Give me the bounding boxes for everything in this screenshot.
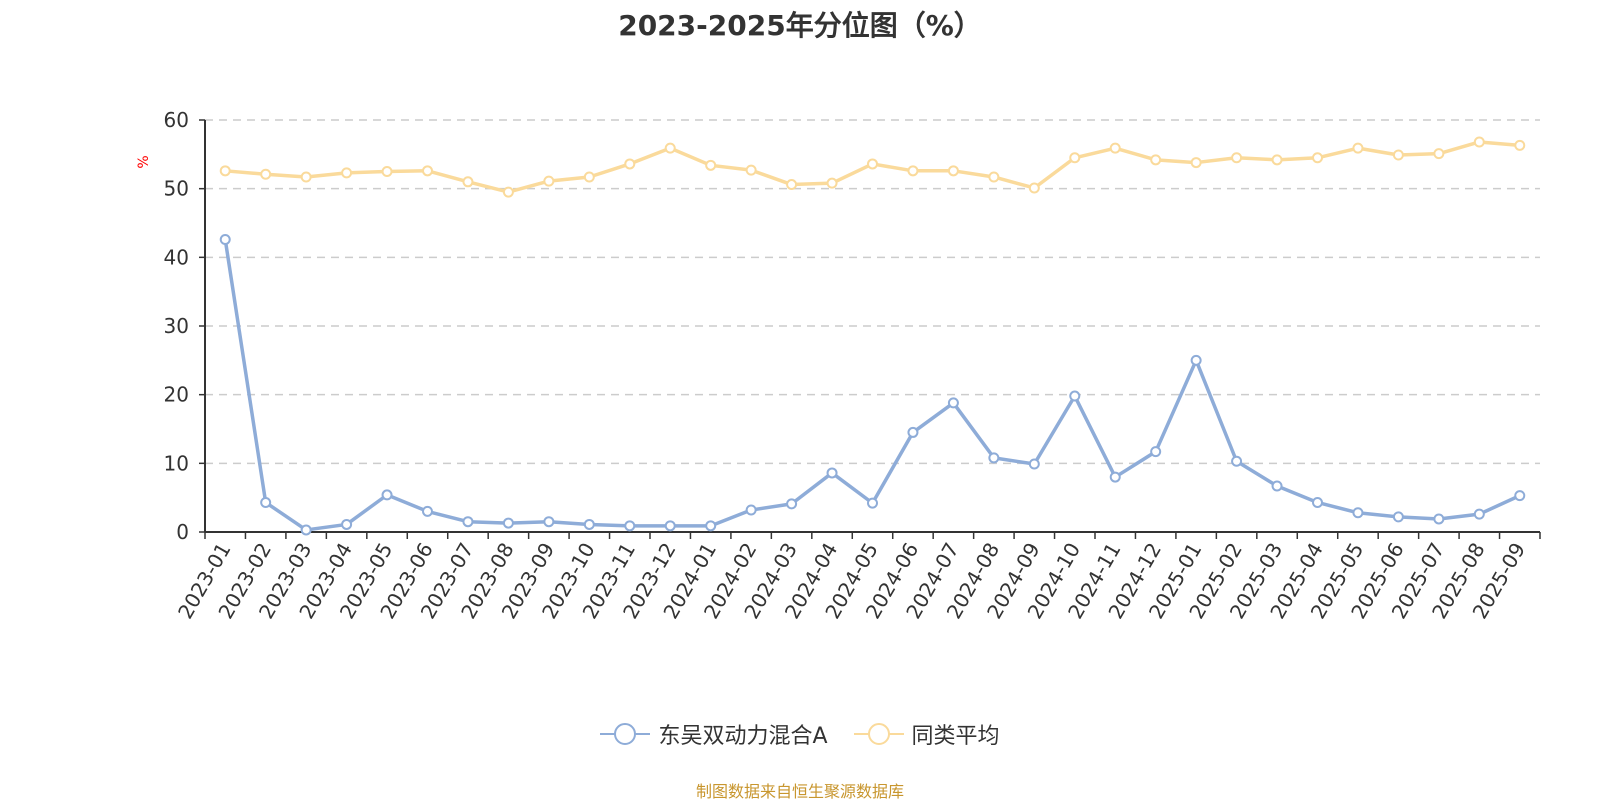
- data-point-series-1-2023-02: [260, 496, 272, 508]
- data-point-series-2-2023-03: [300, 171, 312, 183]
- data-point-series-2-2024-04: [826, 177, 838, 189]
- y-tick-label-0: 0: [176, 520, 189, 544]
- data-point-series-2-2025-02: [1231, 152, 1243, 164]
- y-axis-unit-label: %: [136, 155, 152, 168]
- data-point-series-2-2024-03: [786, 179, 798, 191]
- data-point-series-2-2023-10: [583, 171, 595, 183]
- data-point-series-2-2025-06: [1392, 149, 1404, 161]
- data-point-series-1-2024-09: [1028, 458, 1040, 470]
- data-point-series-2-2023-02: [260, 168, 272, 180]
- data-point-series-2-2025-05: [1352, 142, 1364, 154]
- series-line-1: [223, 237, 1522, 532]
- data-point-series-1-2024-12: [1150, 446, 1162, 458]
- data-point-series-1-2023-04: [341, 518, 353, 530]
- data-point-series-2-2024-09: [1028, 182, 1040, 194]
- data-point-series-2-2023-04: [341, 167, 353, 179]
- legend-marker-series-2: [853, 723, 904, 745]
- chart-title: 2023-2025年分位图（%）: [618, 9, 982, 42]
- line-chart: 0102030405060%2023-012023-022023-032023-…: [136, 108, 1541, 623]
- data-point-series-2-2024-11: [1109, 142, 1121, 154]
- data-point-series-1-2023-08: [502, 517, 514, 529]
- data-point-series-2-2023-08: [502, 186, 514, 198]
- data-point-series-2-2024-02: [745, 164, 757, 176]
- y-tick-label-20: 20: [164, 383, 189, 407]
- data-point-series-2-2025-09: [1514, 139, 1526, 151]
- data-point-series-1-2025-09: [1514, 490, 1526, 502]
- data-point-series-1-2025-05: [1352, 507, 1364, 519]
- data-point-series-1-2023-07: [462, 516, 474, 528]
- data-point-series-1-2025-01: [1190, 354, 1202, 366]
- y-tick-label-60: 60: [164, 108, 189, 132]
- data-point-series-2-2023-09: [543, 175, 555, 187]
- data-point-series-2-2024-06: [907, 165, 919, 177]
- legend-label-series-2: 同类平均: [911, 724, 1000, 749]
- data-point-series-2-2023-01: [219, 165, 231, 177]
- y-tick-label-40: 40: [164, 245, 189, 269]
- legend-item-series-1[interactable]: 东吴双动力混合A: [600, 718, 828, 750]
- data-point-series-1-2023-03: [300, 524, 312, 536]
- legend-label-series-1: 东吴双动力混合A: [658, 724, 828, 749]
- legend-item-series-2[interactable]: 同类平均: [853, 718, 1000, 750]
- data-point-series-1-2023-06: [422, 505, 433, 517]
- data-point-series-2-2024-07: [947, 165, 959, 177]
- data-point-series-2-2024-05: [867, 158, 878, 170]
- data-point-series-2-2023-12: [664, 142, 676, 154]
- data-point-series-2-2025-07: [1433, 148, 1445, 160]
- data-point-series-1-2024-11: [1109, 471, 1121, 483]
- data-point-series-1-2024-08: [988, 452, 1000, 464]
- data-point-series-2-2025-03: [1271, 154, 1283, 166]
- data-point-series-2-2025-08: [1473, 136, 1485, 148]
- data-point-series-2-2023-05: [381, 166, 393, 177]
- data-point-series-1-2023-11: [624, 520, 636, 532]
- data-point-series-1-2024-01: [705, 520, 717, 532]
- legend: 东吴双动力混合A 同类平均: [0, 718, 1600, 750]
- data-point-series-1-2025-08: [1473, 508, 1485, 520]
- data-point-series-2-2023-07: [462, 176, 474, 188]
- data-point-series-2-2023-11: [624, 158, 636, 170]
- data-point-series-1-2024-05: [867, 497, 878, 509]
- data-point-series-1-2023-05: [381, 489, 393, 501]
- legend-marker-series-1: [600, 723, 651, 745]
- series-layer: [219, 136, 1526, 536]
- data-point-series-1-2024-06: [907, 426, 919, 438]
- y-tick-label-10: 10: [164, 451, 189, 475]
- data-point-series-1-2023-12: [664, 520, 676, 532]
- data-point-series-2-2024-01: [705, 159, 717, 171]
- data-point-series-1-2025-07: [1433, 513, 1445, 525]
- data-point-series-2-2025-01: [1190, 157, 1202, 169]
- data-point-series-1-2023-01: [219, 233, 231, 245]
- data-point-series-1-2024-07: [947, 397, 959, 409]
- data-point-series-1-2025-03: [1271, 480, 1283, 492]
- gridlines: [205, 119, 1540, 465]
- data-point-series-2-2025-04: [1312, 152, 1323, 164]
- data-point-series-2-2024-10: [1069, 152, 1081, 164]
- data-point-series-2-2024-12: [1150, 154, 1162, 166]
- data-point-series-1-2024-02: [745, 504, 757, 516]
- axes: 0102030405060%2023-012023-022023-032023-…: [136, 108, 1541, 623]
- data-point-series-1-2025-02: [1231, 455, 1243, 467]
- data-point-series-2-2023-06: [422, 165, 433, 177]
- data-point-series-1-2023-09: [543, 516, 555, 528]
- y-tick-label-50: 50: [164, 177, 189, 201]
- data-point-series-1-2024-03: [786, 498, 798, 510]
- data-point-series-1-2025-04: [1312, 496, 1323, 508]
- data-point-series-1-2024-04: [826, 467, 838, 479]
- data-point-series-1-2025-06: [1392, 511, 1404, 523]
- y-tick-label-30: 30: [164, 314, 189, 338]
- data-source-note: 制图数据来自恒生聚源数据库: [695, 782, 904, 801]
- data-point-series-1-2024-10: [1069, 390, 1081, 402]
- data-point-series-2-2024-08: [988, 171, 1000, 183]
- data-point-series-1-2023-10: [583, 518, 595, 530]
